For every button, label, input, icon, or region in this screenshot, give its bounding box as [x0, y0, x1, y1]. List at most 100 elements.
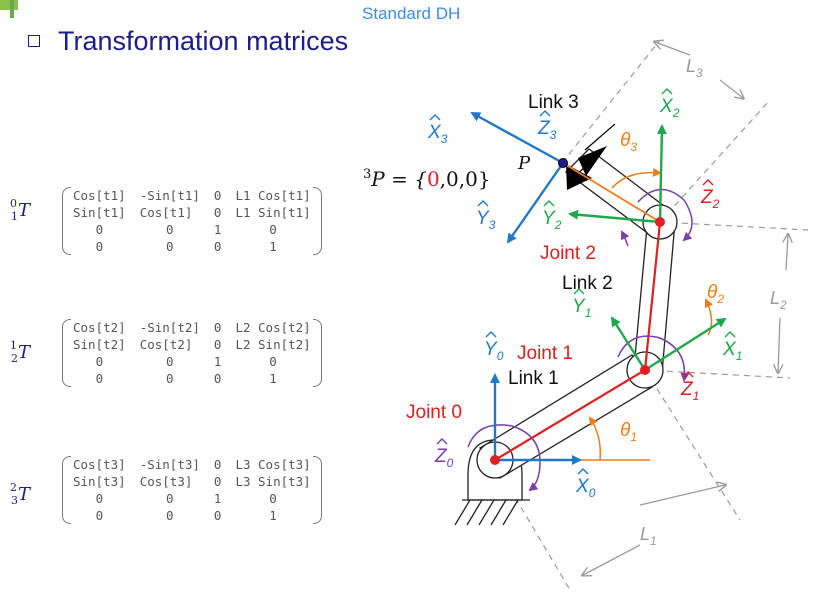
matrix-sub: 1 [11, 210, 18, 223]
guide-line [644, 369, 791, 379]
axis-labels: X0 Y0 Z0 X1 Y1 Z1 X2 Y2 Z2 X3 Y3 Z3 [427, 96, 742, 500]
matrix-cell: L3 Cos[t3] [235, 457, 311, 472]
effector-arrow [566, 164, 592, 190]
hat [543, 200, 555, 207]
matrix-row: Sin[t1] Cos[t1] 0 L1 Sin[t1] [66, 204, 318, 221]
angle-sub: 1 [630, 430, 637, 444]
z1-label: Z1 [680, 379, 699, 403]
axis-sub: 2 [712, 197, 720, 211]
x2-label: X2 [659, 96, 680, 120]
matrix-cell: 0 [166, 371, 174, 386]
matrix-sup: 1 [10, 339, 17, 352]
matrix-cell: 0 [213, 320, 222, 335]
matrix-cell: 1 [269, 239, 277, 254]
angle-arcs [588, 167, 713, 461]
matrix-cell: L2 Sin[t2] [235, 337, 311, 352]
hat [477, 200, 489, 207]
theta3-arc [611, 167, 662, 189]
matrix-cell: Cos[t1] [73, 188, 126, 203]
length-symbol: L [770, 288, 780, 308]
z3-label: Z3 [537, 118, 557, 142]
x3-axis [470, 111, 564, 165]
matrix-symbol: T [18, 484, 31, 505]
x1-label: X1 [722, 339, 742, 363]
l3-arrow [655, 42, 691, 56]
matrix-cell: 0 [269, 354, 277, 369]
matrix-cell: 0 [213, 188, 222, 203]
hat [573, 288, 585, 295]
y1-label: Y1 [572, 296, 591, 320]
hat [682, 371, 694, 378]
left-bracket [62, 456, 71, 524]
x2-axis [656, 124, 667, 223]
link-centerlines [494, 221, 662, 461]
matrix-cell: L2 Cos[t2] [235, 320, 311, 335]
matrix-table: Cos[t3] -Sin[t3] 0 L3 Cos[t3] Sin[t3] Cos[t3… [66, 456, 318, 524]
matrix-symbol: T [18, 200, 31, 221]
theta1-arc [588, 416, 602, 461]
joint-2-label: Joint 2 [540, 243, 596, 264]
axis-sub: 2 [554, 218, 562, 232]
hatch [502, 499, 519, 526]
length-symbol: L [640, 524, 650, 544]
point-eq-sup: 3 [363, 167, 371, 182]
length-symbol: L [686, 56, 696, 76]
hat [702, 179, 714, 186]
l2-arrow [786, 235, 788, 271]
axis-symbol: Y [476, 208, 490, 229]
angle-symbol: θ [707, 282, 718, 303]
y3-label: Y3 [476, 208, 496, 232]
angle-sub: 3 [630, 140, 637, 154]
link-1-label: Link 1 [508, 368, 559, 389]
x3-label: X3 [427, 122, 448, 146]
left-bracket [62, 187, 71, 255]
matrix-cell: 1 [213, 222, 222, 237]
slide-subtitle: Standard DH [362, 4, 461, 23]
matrix-row: 0 0 1 0 [66, 221, 318, 238]
theta3-label: θ3 [620, 130, 637, 154]
hat [724, 331, 736, 338]
axis-symbol: Z [680, 379, 694, 400]
angle-symbol: θ [620, 130, 631, 151]
theta1-label: θ1 [620, 420, 637, 444]
z0-arc [467, 424, 541, 492]
matrix-cell: Cos[t3] [73, 457, 126, 472]
matrix-cell: L3 Sin[t3] [235, 474, 311, 489]
point-eq-prefix: P = { [370, 167, 427, 191]
link-3-label: Link 3 [528, 92, 579, 113]
hat [539, 110, 551, 117]
matrix-0-1: Cos[t1] -Sin[t1] 0 L1 Cos[t1] Sin[t1] Cos[t1… [62, 187, 322, 255]
matrix-cell: Cos[t2] [139, 337, 193, 352]
matrix-row: 0 0 0 1 [66, 238, 318, 255]
matrix-cell: 0 [213, 337, 222, 352]
axis-symbol: Y [572, 296, 586, 317]
matrix-cell: -Sin[t3] [139, 457, 200, 472]
hat [485, 331, 497, 338]
effector-arrow [578, 146, 607, 176]
link-1-line [494, 369, 646, 461]
point-p-dot [558, 158, 568, 168]
axis-symbol: X [659, 96, 674, 117]
axis-symbol: Y [484, 339, 498, 360]
axis-sub: 3 [550, 128, 557, 142]
l1-label: L1 [640, 524, 657, 548]
matrix-cell: 0 [269, 222, 277, 237]
matrix-cell: Cos[t3] [139, 474, 193, 489]
point-equation: 3P = {0,0,0} [363, 167, 491, 191]
l1-arrow [639, 485, 725, 506]
joint-0-dot [490, 455, 500, 465]
z2-arc [637, 188, 693, 242]
length-labels: L1 L2 L3 [640, 56, 787, 548]
matrix-cell: 0 [213, 457, 222, 472]
hatch [490, 499, 507, 526]
axis-sub: 3 [489, 218, 496, 232]
matrix-row: 0 0 0 1 [66, 507, 318, 524]
matrix-table: Cos[t1] -Sin[t1] 0 L1 Cos[t1] Sin[t1] Cos[t1… [66, 187, 318, 255]
matrix-cell: L1 Sin[t1] [235, 205, 311, 220]
matrix-cell: 0 [95, 371, 104, 386]
axis-sub: 0 [447, 456, 454, 470]
joint-1-label: Joint 1 [517, 343, 573, 364]
y2-label: Y2 [542, 208, 562, 232]
axis-sub: 0 [589, 486, 596, 500]
joint-1-dot [640, 365, 650, 375]
